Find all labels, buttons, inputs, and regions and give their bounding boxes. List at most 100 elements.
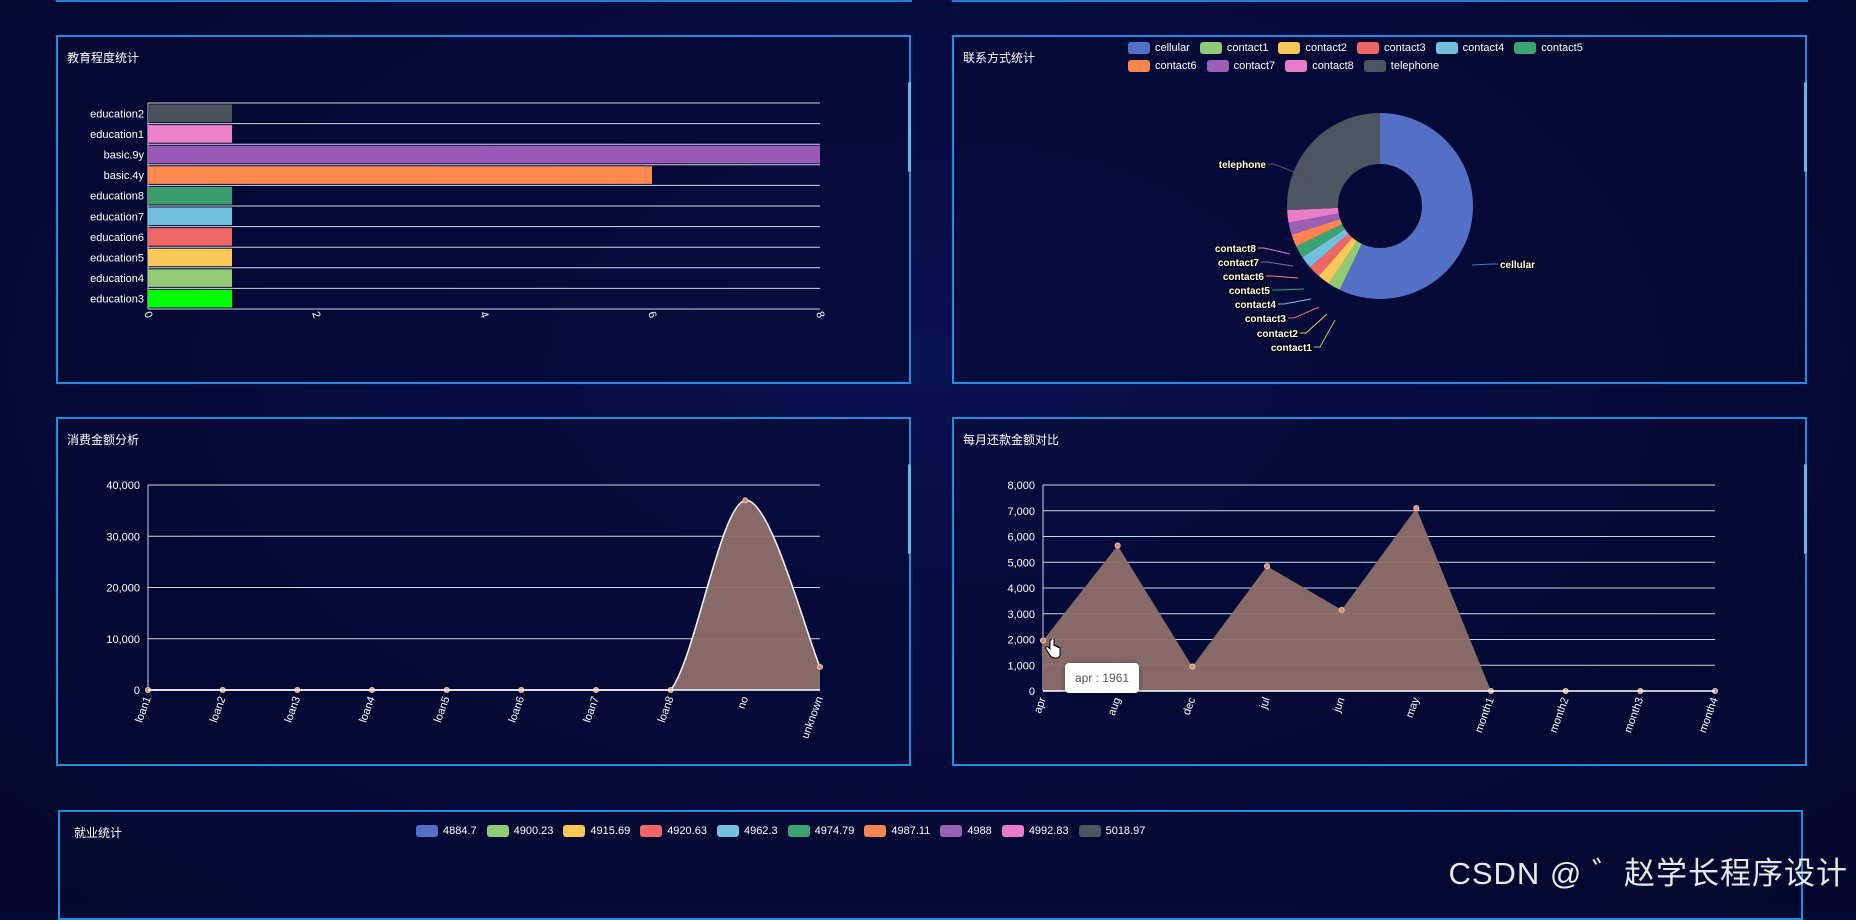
legend-item-5018.97[interactable]: 5018.97 — [1078, 825, 1145, 837]
legend-label: telephone — [1390, 60, 1440, 72]
slice-label: contact3 — [1245, 314, 1287, 325]
leader-line — [1300, 313, 1328, 334]
slice-contact2 — [1318, 237, 1357, 284]
legend-item-contact1[interactable]: contact1 — [1199, 42, 1269, 54]
legend-item-4992.83[interactable]: 4992.83 — [1001, 825, 1069, 837]
area-fill — [1043, 508, 1715, 691]
monthly-scrollbar[interactable] — [1804, 464, 1807, 554]
legend-item-4987.11[interactable]: 4987.11 — [864, 825, 930, 837]
legend-swatch — [1357, 42, 1380, 54]
y-tick-label: education7 — [90, 211, 144, 223]
x-tick-label: month2 — [1548, 696, 1572, 735]
x-tick-label: loan2 — [208, 695, 228, 724]
legend-swatch — [1078, 825, 1101, 837]
x-tick-label: loan3 — [283, 695, 303, 724]
contact-panel-title: 联系方式统计 — [963, 51, 1036, 65]
legend-item-contact8[interactable]: contact8 — [1285, 60, 1354, 72]
y-tick-label: 3,000 — [1007, 609, 1035, 621]
x-tick-label: aug — [1106, 696, 1124, 717]
legend-swatch — [1128, 60, 1150, 72]
legend-swatch — [486, 825, 509, 837]
x-tick-label: no — [736, 695, 751, 711]
x-tick-label: 6 — [645, 310, 658, 320]
legend-item-4962.3[interactable]: 4962.3 — [716, 825, 778, 837]
legend-swatch — [1363, 60, 1386, 72]
watermark: CSDN @ ゛赵学长程序设计 — [1448, 856, 1848, 891]
legend-label: contact5 — [1541, 42, 1583, 54]
legend-item-4900.23[interactable]: 4900.23 — [486, 825, 553, 837]
legend-label: contact6 — [1155, 60, 1197, 72]
slice-contact3 — [1309, 233, 1353, 277]
legend-item-4884.7[interactable]: 4884.7 — [416, 825, 477, 837]
legend-item-contact2[interactable]: contact2 — [1278, 42, 1347, 54]
legend-swatch — [1285, 60, 1308, 72]
y-tick-label: 7,000 — [1007, 506, 1035, 518]
education-scrollbar[interactable] — [908, 82, 911, 172]
legend-item-telephone[interactable]: telephone — [1363, 60, 1440, 72]
contact-scrollbar[interactable] — [1804, 82, 1807, 172]
leader-line — [1272, 288, 1305, 291]
legend-label: 4988 — [967, 825, 992, 837]
legend-label: 4915.69 — [590, 825, 631, 837]
legend-swatch — [1128, 42, 1150, 54]
y-tick-label: 4,000 — [1007, 583, 1035, 595]
x-tick-label: 0 — [141, 310, 154, 320]
legend-swatch — [716, 825, 739, 837]
point-apr — [1040, 637, 1047, 644]
legend-item-contact3[interactable]: contact3 — [1357, 42, 1426, 54]
loan-panel-title: 消费金额分析 — [67, 433, 140, 447]
x-tick-label: may — [1404, 695, 1423, 719]
y-tick-label: 5,000 — [1007, 557, 1035, 569]
x-tick-label: 4 — [477, 310, 490, 320]
x-tick-label: loan7 — [581, 695, 601, 724]
legend-label: contact7 — [1233, 60, 1276, 72]
legend-item-cellular[interactable]: cellular — [1128, 42, 1190, 54]
legend-item-contact6[interactable]: contact6 — [1128, 60, 1197, 72]
monthly-panel-title: 每月还款金额对比 — [963, 433, 1060, 447]
x-tick-label: apr — [1032, 696, 1049, 715]
legend-item-contact5[interactable]: contact5 — [1514, 42, 1583, 54]
x-tick-label: dec — [1181, 695, 1199, 716]
monthly-panel: 每月还款金额对比 0 1,000 2,000 3,000 4,000 5,000 6,000… — [952, 417, 1807, 766]
bar-basic.9y — [148, 145, 820, 164]
previous-panel-border-left — [56, 0, 912, 2]
y-tick-label: 1,000 — [1007, 660, 1035, 672]
legend-item-4974.79[interactable]: 4974.79 — [787, 825, 854, 837]
legend-swatch — [864, 825, 887, 837]
legend-label: contact4 — [1462, 42, 1505, 54]
legend-label: 4987.11 — [891, 825, 931, 837]
y-tick-label: education4 — [90, 273, 144, 285]
legend-swatch — [640, 825, 663, 837]
employment-legend: 4884.7 4900.23 4915.69 4920.63 4962.3 4974.79… — [416, 825, 1416, 837]
legend-item-4915.69[interactable]: 4915.69 — [563, 825, 630, 837]
education-bar-chart: education2 education1 basic.9y basic.4y educ… — [90, 102, 827, 320]
point-may — [1413, 505, 1420, 512]
y-tick-label: 30,000 — [106, 531, 140, 543]
y-tick-label: 20,000 — [106, 583, 140, 595]
bar-education8 — [148, 186, 232, 205]
leader-line — [1471, 263, 1498, 266]
legend-swatch — [1199, 42, 1222, 54]
legend-swatch — [1001, 825, 1024, 837]
legend-label: contact8 — [1312, 60, 1354, 72]
y-tick-label: education5 — [90, 253, 144, 265]
slice-label: contact6 — [1223, 272, 1265, 283]
legend-item-4988[interactable]: 4988 — [940, 825, 992, 837]
employment-panel-title: 就业统计 — [74, 826, 123, 840]
legend-label: 4962.3 — [743, 825, 778, 837]
y-tick-label: 2,000 — [1007, 635, 1035, 647]
contact-donut-chart: cellular contact1 contact2 contact3 contact4… — [1214, 113, 1536, 355]
legend-label: contact1 — [1226, 42, 1269, 54]
loan-scrollbar[interactable] — [908, 464, 911, 554]
legend-swatch — [1514, 42, 1537, 54]
legend-item-4920.63[interactable]: 4920.63 — [640, 825, 707, 837]
legend-item-contact4[interactable]: contact4 — [1435, 42, 1505, 54]
y-tick-label: education1 — [90, 129, 144, 141]
bar-education7 — [148, 207, 232, 226]
legend-item-contact7[interactable]: contact7 — [1206, 60, 1276, 72]
contact-panel: 联系方式统计 cellular contact1 contact2 contact3 c… — [952, 35, 1807, 384]
bar-education3 — [148, 289, 232, 308]
bar-education5 — [148, 248, 232, 267]
legend-swatch — [940, 825, 963, 837]
leader-line — [1288, 306, 1320, 319]
